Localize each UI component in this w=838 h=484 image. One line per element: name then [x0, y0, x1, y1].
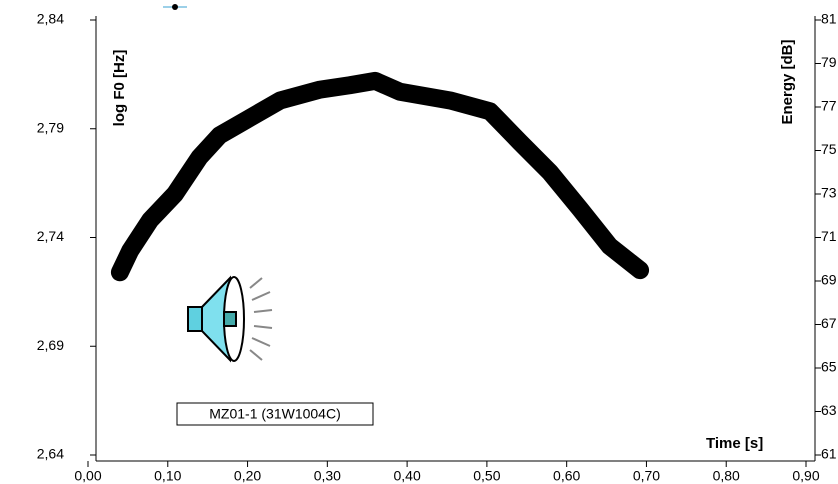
y2-axis-label: Energy [dB]	[779, 39, 796, 124]
annotation-box	[176, 402, 374, 426]
f0-line	[110, 71, 650, 282]
x-tick-label: 0,70	[633, 468, 660, 484]
x-tick-label: 0,00	[74, 468, 101, 484]
x-axis-label: Time [s]	[706, 435, 763, 452]
y2-tick-label: 75	[821, 141, 837, 157]
x-tick-label: 0,30	[314, 468, 341, 484]
y2-tick-label: 73	[821, 185, 837, 201]
y2-tick-label: 67	[821, 315, 837, 331]
y2-tick-label: 63	[821, 402, 837, 418]
y2-tick-label: 77	[821, 98, 837, 114]
y2-tick-label: 65	[821, 359, 837, 375]
y2-tick-label: 69	[821, 272, 837, 288]
x-tick-label: 0,60	[553, 468, 580, 484]
y-axis-label: log F0 [Hz]	[111, 50, 128, 127]
speaker-icon	[187, 275, 273, 363]
x-tick-label: 0,40	[393, 468, 420, 484]
annotation: MZ01-1 (31W1004C)	[209, 406, 341, 422]
y-tick-label: 2,74	[37, 228, 64, 244]
legend-marker	[163, 4, 187, 10]
x-tick-label: 0,20	[234, 468, 261, 484]
y-tick-label: 2,69	[37, 337, 64, 353]
y-tick-label: 2,79	[37, 119, 64, 135]
y2-tick-label: 71	[821, 228, 837, 244]
y2-tick-label: 79	[821, 54, 837, 70]
x-tick-label: 0,50	[473, 468, 500, 484]
y2-tick-label: 81	[821, 11, 837, 27]
y2-tick-label: 61	[821, 446, 837, 462]
y-tick-label: 2,64	[37, 446, 64, 462]
x-tick-label: 0,10	[154, 468, 181, 484]
x-tick-label: 0,80	[713, 468, 740, 484]
y-tick-label: 2,84	[37, 11, 64, 27]
x-tick-label: 0,90	[792, 468, 819, 484]
